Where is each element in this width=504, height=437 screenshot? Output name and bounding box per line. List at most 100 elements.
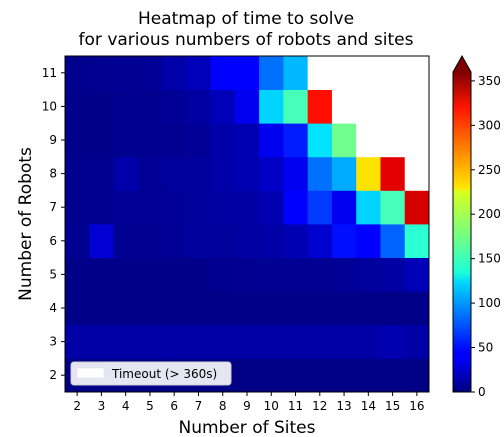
y-tick-label: 5 (49, 267, 57, 281)
colorbar-tick-label: 350 (478, 74, 501, 88)
heatmap-cell (186, 291, 211, 326)
heatmap-cell (137, 123, 163, 158)
colorbar-tick-label: 100 (478, 296, 501, 310)
heatmap-cell (404, 291, 430, 326)
heatmap-cell-timeout (356, 56, 381, 90)
heatmap-cell (162, 56, 187, 90)
heatmap-cell (162, 257, 187, 292)
heatmap-cell (356, 358, 381, 393)
heatmap-cell (307, 89, 333, 124)
heatmap-cell (259, 324, 284, 359)
heatmap-cell (113, 324, 139, 359)
colorbar-tick-label: 0 (478, 385, 486, 399)
heatmap-cell-timeout (331, 56, 357, 90)
colorbar-tick-label: 150 (478, 252, 501, 266)
heatmap-cell (210, 324, 236, 359)
heatmap-cell (162, 291, 187, 326)
x-tick-label: 9 (243, 399, 251, 413)
heatmap-cell (234, 89, 260, 124)
heatmap-cell (283, 224, 309, 258)
heatmap-cell (210, 190, 236, 225)
chart-title-line-1: Heatmap of time to solve (138, 9, 354, 29)
heatmap-cell (137, 291, 163, 326)
heatmap-cell-timeout (307, 56, 333, 90)
colorbar-tick-label: 200 (478, 207, 501, 221)
heatmap-cell (331, 358, 357, 393)
heatmap-cell (65, 224, 90, 258)
x-tick-label: 3 (98, 399, 106, 413)
y-tick-label: 7 (49, 200, 57, 214)
heatmap-cell (380, 358, 406, 393)
heatmap-cell (307, 190, 333, 225)
heatmap-cell (137, 324, 163, 359)
heatmap-cell (356, 224, 381, 258)
heatmap-cell (259, 224, 284, 258)
heatmap-cell (162, 190, 187, 225)
heatmap-cell (356, 291, 381, 326)
heatmap-cell (307, 123, 333, 158)
colorbar: 0 50 100 150 200 250 300 350 (452, 54, 501, 399)
heatmap-cell (331, 257, 357, 292)
heatmap-cell (259, 156, 284, 191)
heatmap-cell-timeout (404, 56, 430, 90)
x-tick-label: 2 (73, 399, 81, 413)
y-axis-ticks: 2 3 4 5 6 7 8 9 10 11 (42, 66, 65, 382)
heatmap-cell (113, 123, 139, 158)
y-tick-label: 9 (49, 133, 57, 147)
legend-box (70, 361, 232, 386)
heatmap-cell (186, 224, 211, 258)
heatmap-cell (65, 56, 90, 90)
heatmap-cell (331, 156, 357, 191)
heatmap-cell (380, 224, 406, 258)
y-axis-label: Number of Robots (16, 147, 36, 301)
heatmap-cell (137, 56, 163, 90)
heatmap-cell-timeout (404, 89, 430, 124)
heatmap-cell (113, 89, 139, 124)
heatmap-cell (259, 358, 284, 393)
heatmap-cell (380, 291, 406, 326)
x-tick-label: 15 (385, 399, 400, 413)
heatmap-cell (89, 123, 114, 158)
colorbar-extend-arrow (453, 56, 471, 72)
heatmap-cells (65, 56, 430, 393)
heatmap-cell-timeout (356, 89, 381, 124)
x-tick-label: 7 (195, 399, 203, 413)
legend-swatch-timeout (76, 367, 105, 379)
heatmap-cell (89, 56, 114, 90)
heatmap-cell (162, 156, 187, 191)
heatmap-cell (137, 257, 163, 292)
heatmap-cell (307, 324, 333, 359)
heatmap-cell (186, 123, 211, 158)
y-tick-label: 6 (49, 234, 57, 248)
colorbar-outline (452, 54, 472, 393)
heatmap-cell-timeout (380, 89, 406, 124)
heatmap-cell (210, 156, 236, 191)
legend: Timeout (> 360s) (70, 361, 232, 386)
heatmap-cell (234, 56, 260, 90)
heatmap-cell (65, 257, 90, 292)
heatmap-cell (65, 291, 90, 326)
heatmap-cell (89, 224, 114, 258)
heatmap-cell (283, 358, 309, 393)
heatmap-cell (356, 190, 381, 225)
heatmap-cell (404, 324, 430, 359)
heatmap-cell (380, 257, 406, 292)
heatmap-cell (162, 123, 187, 158)
heatmap-cell (186, 324, 211, 359)
heatmap-cell (404, 224, 430, 258)
y-tick-label: 3 (49, 335, 57, 349)
heatmap-cell (259, 190, 284, 225)
heatmap-cell (113, 190, 139, 225)
heatmap-cell (331, 224, 357, 258)
heatmap-cell (404, 358, 430, 393)
x-tick-label: 13 (336, 399, 351, 413)
heatmap-cell (234, 291, 260, 326)
heatmap-cell (331, 291, 357, 326)
heatmap-cell-timeout (331, 89, 357, 124)
heatmap-cell (356, 257, 381, 292)
heatmap-cell (137, 156, 163, 191)
heatmap-cell (307, 291, 333, 326)
heatmap-cell (259, 56, 284, 90)
heatmap-cell (162, 89, 187, 124)
